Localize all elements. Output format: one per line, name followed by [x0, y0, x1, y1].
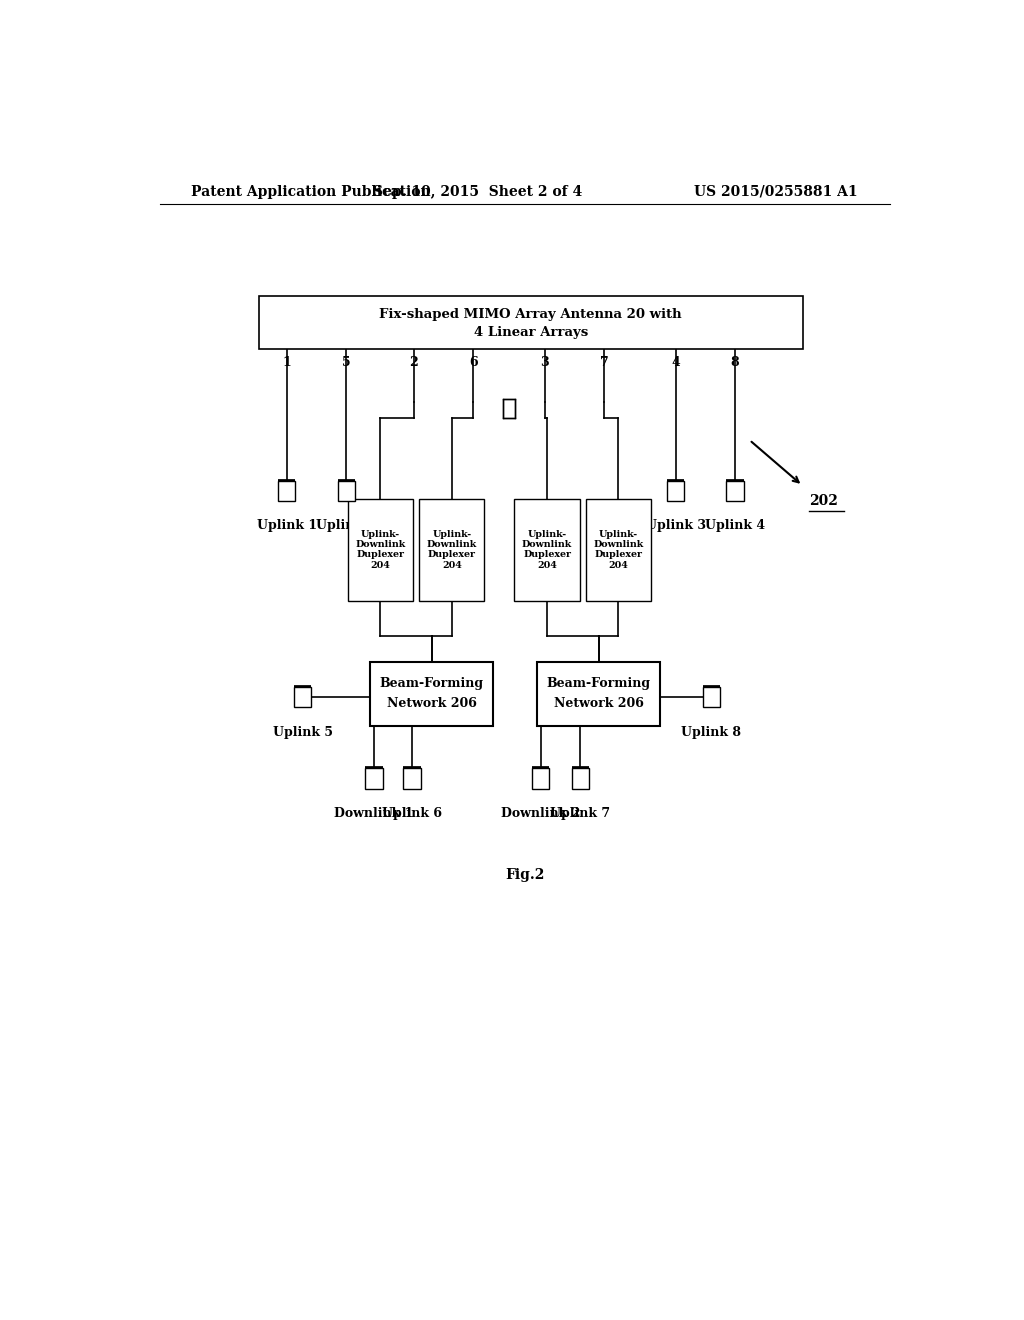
Bar [503, 399, 515, 417]
Text: 4: 4 [671, 355, 680, 368]
Text: Beam-Forming: Beam-Forming [380, 677, 484, 690]
Text: Patent Application Publication: Patent Application Publication [191, 185, 431, 199]
Text: 7: 7 [600, 355, 608, 368]
Text: Uplink 2: Uplink 2 [316, 519, 376, 532]
Text: Uplink-
Downlink
Duplexer
204: Uplink- Downlink Duplexer 204 [522, 529, 572, 570]
Bar [419, 499, 484, 601]
Bar [726, 480, 743, 500]
Text: Sep. 10, 2015  Sheet 2 of 4: Sep. 10, 2015 Sheet 2 of 4 [373, 185, 582, 199]
Text: Beam-Forming: Beam-Forming [547, 677, 650, 690]
Bar [571, 768, 589, 788]
Text: Uplink 1: Uplink 1 [257, 519, 316, 532]
Bar [278, 480, 296, 500]
Bar [371, 661, 494, 726]
Text: Uplink 7: Uplink 7 [550, 807, 610, 820]
Text: Downlink 2: Downlink 2 [501, 807, 581, 820]
Text: Uplink 3: Uplink 3 [645, 519, 706, 532]
Text: Network 206: Network 206 [387, 697, 477, 710]
Text: Uplink-
Downlink
Duplexer
204: Uplink- Downlink Duplexer 204 [427, 529, 477, 570]
Bar [538, 661, 660, 726]
Text: US 2015/0255881 A1: US 2015/0255881 A1 [694, 185, 858, 199]
Text: 3: 3 [541, 355, 549, 368]
Bar [514, 499, 580, 601]
Bar [702, 686, 720, 708]
Bar [531, 768, 550, 788]
Text: Downlink 1: Downlink 1 [334, 807, 414, 820]
Bar [586, 499, 651, 601]
Text: Fig.2: Fig.2 [505, 869, 545, 882]
Text: 5: 5 [342, 355, 350, 368]
Text: 6: 6 [469, 355, 477, 368]
Text: Uplink-
Downlink
Duplexer
204: Uplink- Downlink Duplexer 204 [593, 529, 643, 570]
Bar [338, 480, 355, 500]
Text: 2: 2 [410, 355, 418, 368]
Text: Uplink 8: Uplink 8 [681, 726, 741, 739]
Bar [667, 480, 684, 500]
Bar [403, 768, 421, 788]
Bar [348, 499, 413, 601]
Text: 4 Linear Arrays: 4 Linear Arrays [474, 326, 588, 339]
Text: Uplink 5: Uplink 5 [272, 726, 333, 739]
Bar [259, 296, 803, 350]
Text: Fix-shaped MIMO Array Antenna 20 with: Fix-shaped MIMO Array Antenna 20 with [380, 308, 682, 321]
Text: Network 206: Network 206 [554, 697, 643, 710]
Text: Uplink 4: Uplink 4 [706, 519, 765, 532]
Text: Uplink 6: Uplink 6 [382, 807, 442, 820]
Text: 8: 8 [731, 355, 739, 368]
Text: Uplink-
Downlink
Duplexer
204: Uplink- Downlink Duplexer 204 [355, 529, 406, 570]
Bar [366, 768, 383, 788]
Bar [294, 686, 311, 708]
Text: 202: 202 [809, 494, 838, 508]
Text: 1: 1 [283, 355, 291, 368]
